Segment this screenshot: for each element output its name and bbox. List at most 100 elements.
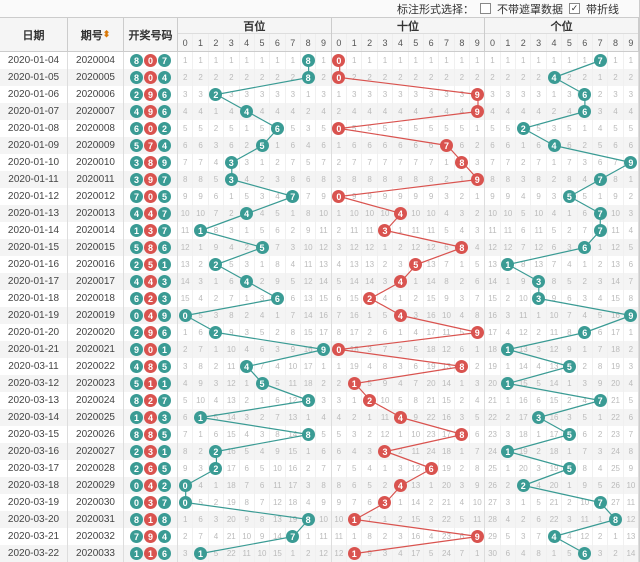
checkbox-polyline[interactable]: ✓	[569, 3, 580, 14]
table-row: 2020-01-07202000749644144444242444444449…	[0, 103, 639, 120]
cell-numbers: 794	[124, 528, 178, 545]
cell-date: 2020-01-14	[0, 222, 68, 239]
data-rows: 2020-01-04202000480711111111810111111111…	[0, 52, 639, 562]
cell-date: 2020-01-17	[0, 273, 68, 290]
hdr-num: 开奖号码	[124, 18, 178, 51]
grid-t: 1194836191382	[332, 358, 486, 375]
cell-issue: 2020006	[68, 86, 124, 103]
table-row: 2020-03-12202002351149312155111822159472…	[0, 375, 639, 392]
grid-u: 2222422122	[485, 69, 639, 86]
cell-date: 2020-01-13	[0, 205, 68, 222]
hit-ball: 4	[240, 105, 253, 118]
hit-ball: 6	[425, 462, 438, 475]
hit-ball: 3	[378, 224, 391, 237]
cell-numbers: 037	[124, 494, 178, 511]
grid-u: 25120319584259	[485, 460, 639, 477]
grid-u: 10105104167103	[485, 205, 639, 222]
options-label: 标注形式选择：	[397, 1, 474, 17]
grid-h: 7743312757	[178, 154, 332, 171]
cell-issue: 2020030	[68, 494, 124, 511]
hit-ball: 4	[394, 479, 407, 492]
cell-issue: 2020004	[68, 52, 124, 69]
hit-ball: 0	[179, 309, 192, 322]
cell-numbers: 049	[124, 307, 178, 324]
table-row: 2020-03-21202003279427421109147111111823…	[0, 528, 639, 545]
grid-t: 4131323513715	[332, 256, 486, 273]
grid-h: 5525156535	[178, 120, 332, 137]
hit-ball: 7	[594, 496, 607, 509]
cell-numbers: 511	[124, 375, 178, 392]
cell-date: 2020-01-15	[0, 239, 68, 256]
cell-issue: 2020016	[68, 256, 124, 273]
hit-ball: 5	[256, 241, 269, 254]
grid-t: 31212121212684	[332, 239, 486, 256]
cell-issue: 2020014	[68, 222, 124, 239]
hit-ball: 3	[532, 292, 545, 305]
table-row: 2020-01-06202000629633233333131333333339…	[0, 86, 639, 103]
hit-ball: 2	[209, 445, 222, 458]
cell-numbers: 485	[124, 358, 178, 375]
hit-ball: 6	[578, 241, 591, 254]
hit-ball: 8	[455, 360, 468, 373]
hit-ball: 8	[302, 54, 315, 67]
hdr-date: 日期	[0, 18, 68, 51]
grid-u: 11116115277114	[485, 222, 639, 239]
cell-issue: 2020010	[68, 154, 124, 171]
cell-date: 2020-01-05	[0, 69, 68, 86]
cell-numbers: 807	[124, 52, 178, 69]
grid-h: 716154381485	[178, 426, 332, 443]
grid-t: 865241312039	[332, 477, 486, 494]
table-row: 2020-03-15202002688571615438148553212110…	[0, 426, 639, 443]
cell-numbers: 137	[124, 222, 178, 239]
grid-t: 1333333339	[332, 86, 486, 103]
cell-issue: 2020025	[68, 409, 124, 426]
hit-ball: 6	[578, 88, 591, 101]
table-row: 2020-01-17202001744314316429512145141434…	[0, 273, 639, 290]
hit-ball: 2	[209, 88, 222, 101]
table-row: 2020-01-19202001904905382417141671615431…	[0, 307, 639, 324]
grid-h: 1542713661315	[178, 290, 332, 307]
hit-ball: 8	[302, 394, 315, 407]
grid-u: 16311110745169	[485, 307, 639, 324]
cell-date: 2020-03-19	[0, 494, 68, 511]
cell-numbers: 389	[124, 154, 178, 171]
cell-date: 2020-01-18	[0, 290, 68, 307]
table-row: 2020-01-12202001270599615347790999999321…	[0, 188, 639, 205]
cell-issue: 2020019	[68, 307, 124, 324]
hit-ball: 9	[471, 173, 484, 186]
hdr-issue: 期号⬍	[68, 18, 124, 51]
hit-ball: 1	[194, 224, 207, 237]
sort-icon[interactable]: ⬍	[103, 29, 111, 40]
grid-t: 3121058211524	[332, 392, 486, 409]
grid-h: 9961534779	[178, 188, 332, 205]
grid-t: 110101041010432	[332, 205, 486, 222]
cell-date: 2020-01-10	[0, 154, 68, 171]
cell-numbers: 574	[124, 137, 178, 154]
grid-u: 141938523147	[485, 273, 639, 290]
hit-ball: 0	[332, 190, 345, 203]
cell-numbers: 496	[124, 103, 178, 120]
grid-u: 9949355192	[485, 188, 639, 205]
cell-date: 2020-01-21	[0, 341, 68, 358]
table-row: 2020-01-08202000860255251565350555555551…	[0, 120, 639, 137]
cell-date: 2020-03-15	[0, 426, 68, 443]
grid-h: 1010724451810	[178, 205, 332, 222]
hit-ball: 7	[440, 139, 453, 152]
checkbox-nomask[interactable]	[480, 3, 491, 14]
hit-ball: 9	[624, 156, 637, 169]
hit-ball: 7	[594, 173, 607, 186]
hit-ball: 7	[594, 394, 607, 407]
grid-u: 7727173679	[485, 154, 639, 171]
cell-issue: 2020033	[68, 545, 124, 562]
cell-issue: 2020028	[68, 460, 124, 477]
grid-t: 1219341752471	[332, 545, 486, 562]
grid-h: 5104132161283	[178, 392, 332, 409]
table-row: 2020-03-16202002723182216549151664332112…	[0, 443, 639, 460]
cell-numbers: 265	[124, 460, 178, 477]
cell-date: 2020-01-07	[0, 103, 68, 120]
hit-ball: 0	[179, 496, 192, 509]
hit-ball: 2	[363, 292, 376, 305]
cell-issue: 2020017	[68, 273, 124, 290]
hit-ball: 4	[240, 207, 253, 220]
hit-ball: 2	[209, 258, 222, 271]
